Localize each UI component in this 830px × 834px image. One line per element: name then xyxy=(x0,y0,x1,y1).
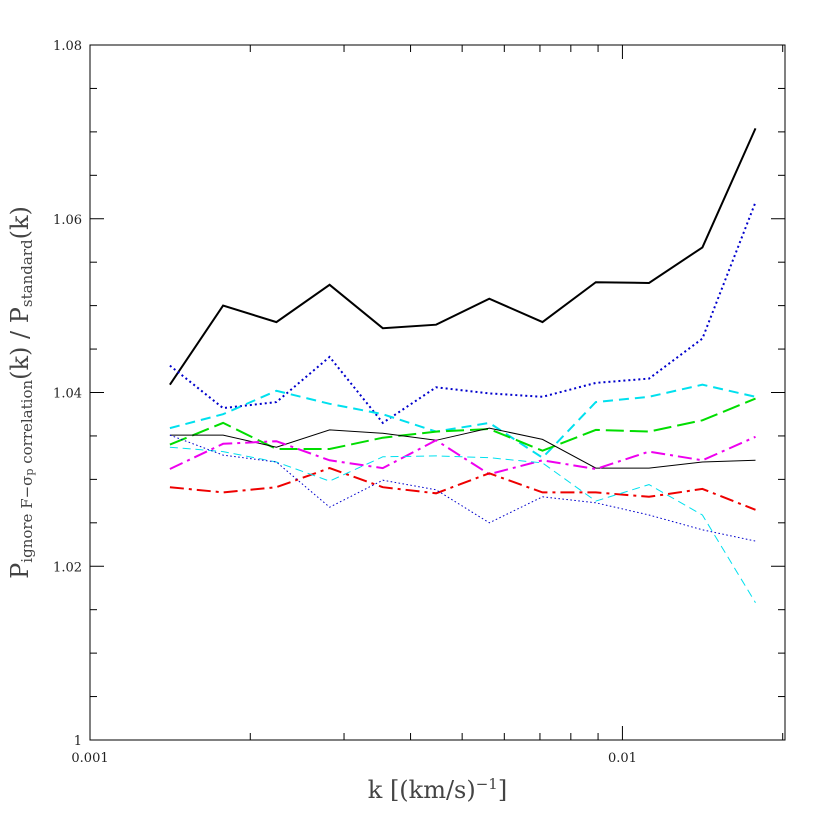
y-tick-label: 1.02 xyxy=(53,560,82,575)
label-part: standard xyxy=(18,239,36,307)
label-part: P xyxy=(6,563,34,579)
label-part: −1 xyxy=(476,775,498,793)
y-tick-label: 1.08 xyxy=(53,39,82,54)
data-line xyxy=(169,397,756,452)
x-tick-label: 0.01 xyxy=(608,751,637,766)
x-tick-label: 0.001 xyxy=(71,751,108,766)
plot-frame xyxy=(89,44,786,741)
data-line xyxy=(169,446,756,603)
data-line xyxy=(169,201,757,425)
label-part: p xyxy=(23,469,36,476)
label-part: correlation xyxy=(18,380,36,469)
y-axis-label: Pignore F−σp correlation(k) / Pstandard(… xyxy=(6,206,36,579)
data-line xyxy=(169,427,756,469)
label-part: ] xyxy=(498,776,507,804)
y-tick-label: 1.04 xyxy=(53,387,82,402)
data-line xyxy=(169,127,757,386)
data-line xyxy=(169,383,756,459)
x-axis-label: k [(km/s)−1] xyxy=(368,775,507,804)
label-part: k [(km/s) xyxy=(368,776,476,804)
data-line xyxy=(169,467,756,511)
label-part: (k) xyxy=(6,206,34,239)
data-line xyxy=(169,434,756,542)
data-line xyxy=(169,435,756,476)
y-tick-label: 1 xyxy=(74,734,82,749)
y-tick-label: 1.06 xyxy=(53,213,82,228)
label-part: (k) / P xyxy=(6,307,34,380)
label-part: ignore F−σ xyxy=(18,476,36,563)
